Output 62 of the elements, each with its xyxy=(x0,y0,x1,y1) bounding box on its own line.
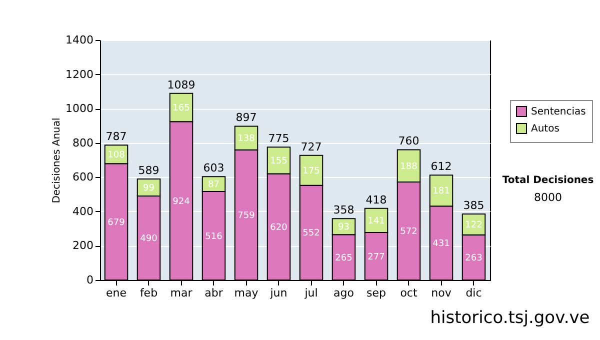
data-label: 155 xyxy=(270,156,288,166)
x-tick-label: nov xyxy=(431,286,452,300)
data-label: 431 xyxy=(432,239,450,250)
data-label: 263 xyxy=(465,253,482,264)
y-tick-label: 200 xyxy=(72,239,94,252)
data-label: 108 xyxy=(108,150,126,160)
total-label: 418 xyxy=(366,193,387,206)
x-tick-label: may xyxy=(234,286,259,300)
x-tick-label: ago xyxy=(334,286,354,300)
data-label: 759 xyxy=(238,210,256,221)
total-label: 727 xyxy=(300,140,322,154)
data-label: 188 xyxy=(400,162,418,172)
y-axis-title: Decisiones Anual xyxy=(52,118,63,204)
data-label: 277 xyxy=(368,252,385,262)
x-tick-label: oct xyxy=(400,286,418,300)
x-tick-label: jun xyxy=(269,286,288,300)
y-tick-label: 0 xyxy=(86,274,94,286)
legend-label: Autos xyxy=(531,124,560,134)
x-tick-label: jul xyxy=(304,286,318,300)
total-label: 775 xyxy=(268,132,290,146)
text: historico.tsj.gov.ve xyxy=(430,308,590,328)
data-label: 87 xyxy=(208,180,220,190)
data-label: 175 xyxy=(302,166,320,176)
total-label: 603 xyxy=(203,162,224,175)
data-label: 620 xyxy=(270,222,288,233)
y-tick-label: 1000 xyxy=(66,102,94,116)
x-tick-label: dic xyxy=(466,286,482,300)
y-tick-label: 1400 xyxy=(66,34,94,46)
data-label: 679 xyxy=(108,218,126,228)
data-label: 490 xyxy=(140,234,158,244)
data-label: 552 xyxy=(302,228,320,239)
data-label: 181 xyxy=(432,186,450,197)
legend-label: Sentencias xyxy=(531,106,586,118)
x-tick-label: abr xyxy=(204,286,224,300)
x-tick-label: ene xyxy=(106,286,127,300)
x-tick-label: sep xyxy=(366,286,386,300)
x-tick-label: feb xyxy=(140,286,158,300)
y-tick-label: 600 xyxy=(72,170,94,184)
total-label: 760 xyxy=(398,134,420,148)
data-label: 141 xyxy=(368,216,385,226)
total-label: 385 xyxy=(463,199,484,212)
data-label: 122 xyxy=(465,220,482,230)
y-tick-label: 400 xyxy=(72,204,94,218)
data-label: 516 xyxy=(205,232,223,242)
data-label: 93 xyxy=(338,222,350,233)
y-tick-label: 1200 xyxy=(66,68,94,81)
data-label: 138 xyxy=(238,134,256,144)
total-label: 897 xyxy=(236,111,257,124)
data-label: 165 xyxy=(172,103,190,114)
data-label: 99 xyxy=(143,184,155,194)
text: 8000 xyxy=(534,191,562,204)
data-label: 572 xyxy=(400,226,418,237)
data-label: 924 xyxy=(172,196,190,207)
y-tick-label: 800 xyxy=(72,136,94,150)
total-label: 358 xyxy=(333,204,354,217)
x-tick-label: mar xyxy=(170,286,193,300)
total-label: 787 xyxy=(106,130,127,144)
total-label: 1089 xyxy=(167,78,196,92)
data-label: 265 xyxy=(335,253,352,264)
total-label: 589 xyxy=(138,164,160,178)
text: Total Decisiones xyxy=(502,175,594,186)
total-label: 612 xyxy=(430,160,452,174)
